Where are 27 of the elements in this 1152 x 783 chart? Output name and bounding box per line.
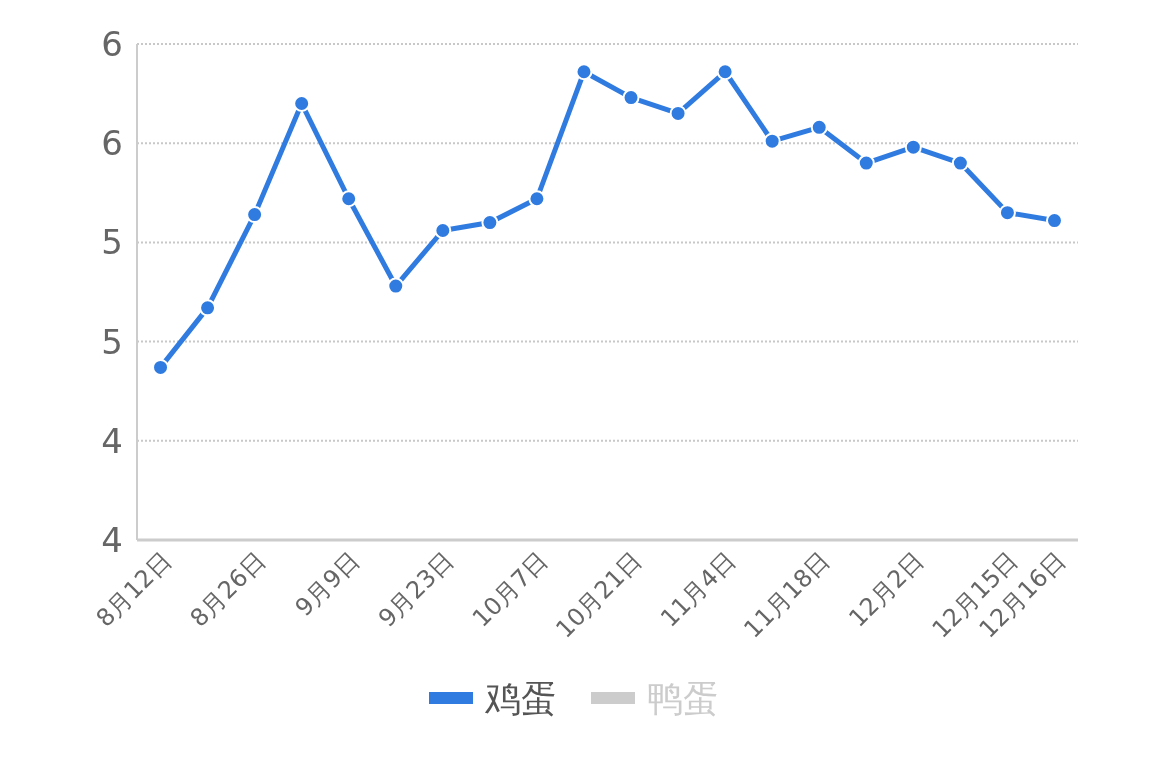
y-tick-label: 6 xyxy=(101,123,123,164)
point xyxy=(152,358,170,376)
point xyxy=(763,132,781,150)
x-tick-label: 8月26日 xyxy=(184,546,271,633)
point xyxy=(528,190,546,208)
point xyxy=(998,204,1016,222)
point xyxy=(340,190,358,208)
x-tick-label: 9月9日 xyxy=(289,546,365,622)
point xyxy=(387,277,405,295)
point xyxy=(293,95,311,113)
point xyxy=(857,154,875,172)
point xyxy=(434,222,452,239)
point xyxy=(575,63,593,81)
x-tick-label: 12月2日 xyxy=(843,546,930,633)
point xyxy=(810,118,828,136)
point xyxy=(904,138,922,156)
y-tick-label: 5 xyxy=(101,222,123,263)
y-tick-label: 4 xyxy=(101,520,123,560)
legend-label: 鸡蛋 xyxy=(484,678,557,719)
y-tick-label: 5 xyxy=(101,321,123,362)
point xyxy=(669,104,687,122)
y-tick-label: 6 xyxy=(101,24,123,64)
x-tick-label: 9月23日 xyxy=(372,546,460,633)
y-tick-label: 4 xyxy=(101,420,123,461)
point xyxy=(716,63,734,81)
point xyxy=(246,206,264,224)
point xyxy=(951,154,969,172)
